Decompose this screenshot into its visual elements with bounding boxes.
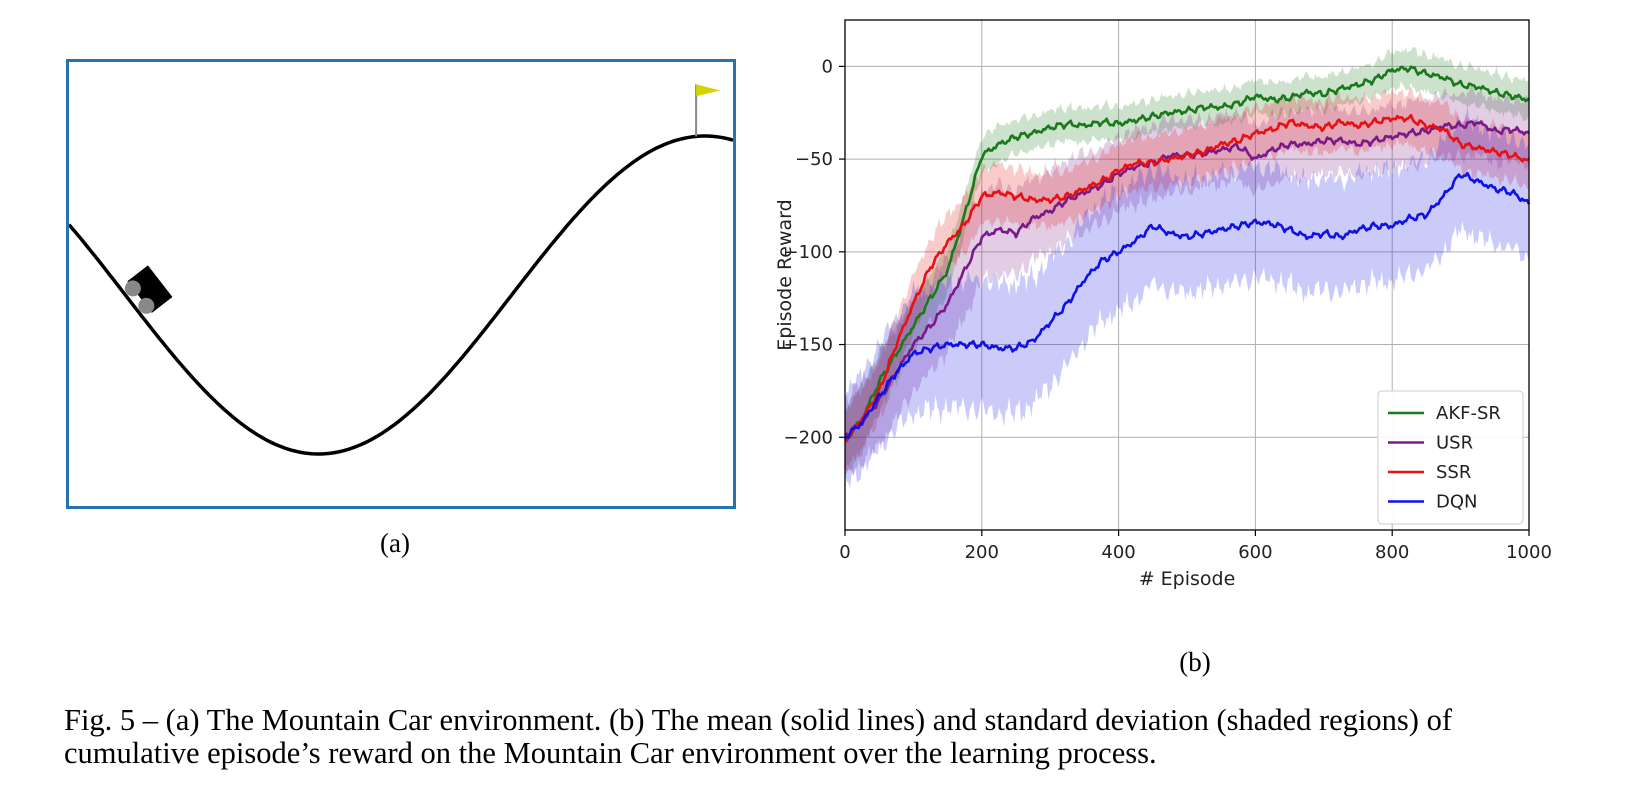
figure-caption: Fig. 5 – (a) The Mountain Car environmen… — [64, 704, 1634, 770]
caption-line-1: Fig. 5 – (a) The Mountain Car environmen… — [64, 703, 1452, 737]
panel-b-label: (b) — [1179, 647, 1211, 677]
x-tick-label: 600 — [1238, 542, 1272, 563]
mountain-car-scene — [67, 84, 734, 456]
x-tick-label: 400 — [1101, 542, 1135, 563]
std-band-akf-sr — [845, 46, 1529, 473]
y-tick-label: −200 — [784, 427, 833, 448]
caption-line-2: cumulative episode’s reward on the Mount… — [64, 736, 1157, 770]
legend-label-akf-sr: AKF-SR — [1436, 403, 1501, 424]
legend-label-usr: USR — [1436, 433, 1473, 454]
y-axis-label: Episode Reward — [774, 199, 796, 350]
legend-label-ssr: SSR — [1436, 462, 1471, 483]
x-tick-label: 200 — [965, 542, 999, 563]
std-band-ssr — [845, 87, 1529, 472]
goal-flag-icon — [696, 84, 721, 97]
x-tick-label: 800 — [1375, 542, 1409, 563]
x-tick-label: 1000 — [1506, 542, 1552, 563]
car-wheel — [138, 297, 155, 314]
x-tick-label: 0 — [839, 542, 850, 563]
y-tick-label: −100 — [784, 242, 833, 263]
chart-axes: 0 200 400 600 800 1000 0 −50 −100 −150 −200 # Episo… — [774, 19, 1552, 590]
series-line-ssr — [843, 113, 1530, 443]
car-icon — [124, 265, 173, 314]
mountain-car-environment-panel — [66, 59, 736, 509]
plot-frame — [844, 19, 1530, 531]
car-wheel — [124, 280, 141, 297]
std-band-dqn — [845, 105, 1529, 489]
legend-label-dqn: DQN — [1436, 492, 1478, 513]
car-body — [127, 265, 173, 313]
chart-legend: AKF-SR USR SSR DQN — [1377, 390, 1524, 525]
y-tick-label: −150 — [784, 335, 833, 356]
series-line-usr — [844, 120, 1530, 439]
series-lines — [843, 65, 1531, 443]
y-tick-label: −50 — [795, 149, 833, 170]
episode-reward-chart: 0 200 400 600 800 1000 0 −50 −100 −150 −200 # Episo… — [774, 19, 1552, 590]
legend-box — [1377, 390, 1524, 525]
series-line-akf-sr — [844, 65, 1530, 440]
series-line-dqn — [844, 171, 1531, 440]
mountain-curve — [67, 134, 734, 456]
y-tick-label: 0 — [822, 56, 833, 77]
panel-a-label: (a) — [380, 528, 410, 558]
x-axis-label: # Episode — [1139, 568, 1236, 590]
